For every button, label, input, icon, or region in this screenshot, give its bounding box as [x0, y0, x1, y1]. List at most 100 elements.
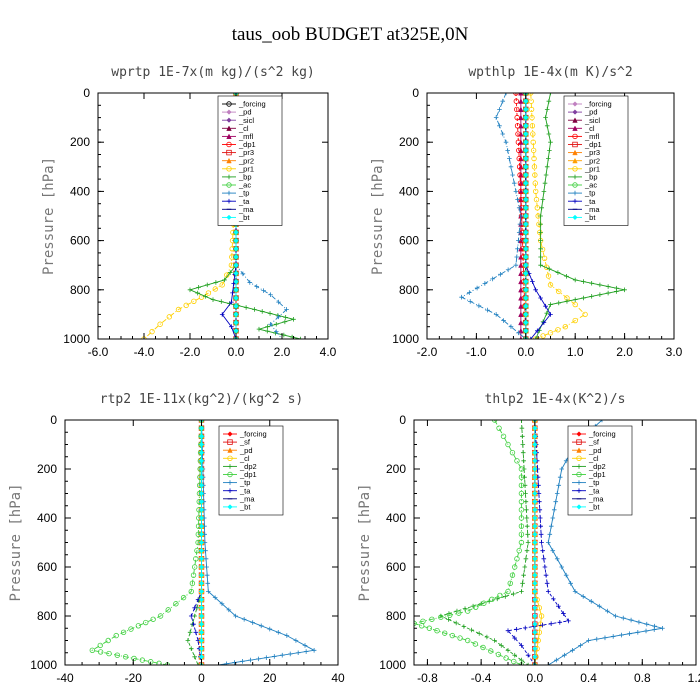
data-point	[265, 324, 270, 329]
data-point	[525, 652, 531, 658]
legend-entry: _bp	[222, 173, 252, 182]
data-point	[497, 123, 502, 129]
data-point	[518, 482, 525, 489]
y-tick-label: 800	[70, 283, 90, 297]
legend-entry: _pr1	[568, 164, 600, 173]
y-tick-label: 800	[399, 283, 419, 297]
x-tick-label: 0	[198, 671, 205, 685]
data-point	[198, 450, 205, 456]
data-point	[559, 466, 565, 472]
data-point	[503, 93, 509, 96]
data-point	[446, 617, 451, 622]
data-point	[586, 638, 591, 643]
data-point	[533, 287, 538, 293]
data-point	[233, 278, 239, 285]
data-point	[523, 114, 529, 121]
legend-label: _ta	[588, 486, 600, 495]
legend-entry: _sf	[572, 438, 600, 447]
y-tick-label: 200	[386, 462, 406, 476]
data-point	[532, 572, 538, 578]
data-point	[555, 327, 561, 333]
data-point	[198, 539, 205, 546]
data-point	[250, 620, 255, 625]
data-point	[518, 466, 525, 472]
x-tick-label: 1.2	[688, 671, 700, 685]
data-point	[268, 321, 273, 327]
data-point	[198, 507, 205, 513]
data-point	[210, 297, 216, 302]
data-point	[594, 636, 600, 642]
data-point	[490, 276, 495, 282]
legend-label: _cl	[584, 124, 595, 133]
data-point	[559, 564, 565, 570]
data-point	[514, 114, 520, 121]
data-point	[516, 205, 522, 211]
data-point	[605, 608, 610, 614]
data-point	[553, 499, 559, 504]
data-point	[240, 271, 246, 277]
data-point	[198, 515, 205, 521]
data-point	[284, 633, 290, 638]
data-point	[513, 93, 519, 96]
x-tick-label: -40	[56, 671, 74, 685]
data-point	[523, 319, 529, 326]
legend: _forcing_sf_pd_cl_dp2_dp1_tp_ta_ma_bt	[218, 425, 284, 516]
panel-title: thlp2 1E-4x(K^2)/s	[485, 392, 626, 407]
data-point	[532, 433, 538, 439]
data-point	[447, 612, 453, 618]
data-point	[538, 238, 543, 243]
legend-entry: _mfl	[222, 132, 254, 141]
data-point	[532, 474, 538, 480]
x-tick-label: 3.0	[666, 345, 683, 359]
data-point	[556, 300, 562, 306]
legend-marker	[572, 125, 578, 131]
panels: wprtp 1E-7x(m kg)/(s^2 kg) Pressure [hPa]…	[8, 65, 700, 685]
data-point	[231, 281, 236, 286]
legend-label: _pd	[239, 446, 253, 455]
data-point	[544, 310, 550, 316]
data-point	[240, 659, 245, 664]
data-point	[597, 282, 603, 288]
legend-marker	[572, 141, 578, 148]
data-point	[613, 613, 618, 619]
legend-label: _mfl	[584, 132, 600, 141]
legend-marker	[572, 149, 578, 156]
panel-title: rtp2 1E-11x(kg^2)/(kg^2 s)	[100, 392, 304, 407]
data-point	[456, 610, 462, 616]
y-tick-label: 400	[37, 511, 57, 525]
data-point	[505, 267, 511, 273]
data-point	[523, 229, 529, 236]
y-tick-label: 600	[70, 234, 90, 248]
data-point	[198, 580, 205, 586]
data-point	[512, 564, 518, 570]
legend-label: _bp	[584, 173, 598, 182]
data-point	[187, 287, 193, 293]
data-point	[498, 272, 503, 277]
data-point	[191, 621, 196, 627]
data-point	[519, 643, 524, 648]
data-point	[193, 556, 199, 562]
data-point	[465, 608, 471, 614]
legend-label: _forcing	[588, 430, 616, 439]
data-point	[545, 589, 551, 594]
data-point	[512, 635, 518, 641]
data-point	[495, 651, 502, 658]
legend-box	[218, 425, 284, 516]
data-point	[252, 307, 257, 312]
data-point	[518, 490, 525, 497]
data-point	[544, 123, 550, 129]
data-point	[538, 262, 543, 268]
series-dp1	[89, 420, 205, 665]
data-point	[311, 648, 317, 653]
data-point	[556, 483, 562, 488]
data-point	[562, 324, 569, 330]
data-point	[532, 531, 538, 537]
data-point	[193, 630, 199, 635]
data-point	[544, 107, 550, 112]
data-point	[418, 623, 425, 629]
legend-label: _bt	[239, 503, 251, 512]
data-point	[523, 303, 529, 309]
data-point	[532, 458, 538, 464]
data-point	[509, 449, 516, 456]
legend-marker	[226, 125, 232, 131]
